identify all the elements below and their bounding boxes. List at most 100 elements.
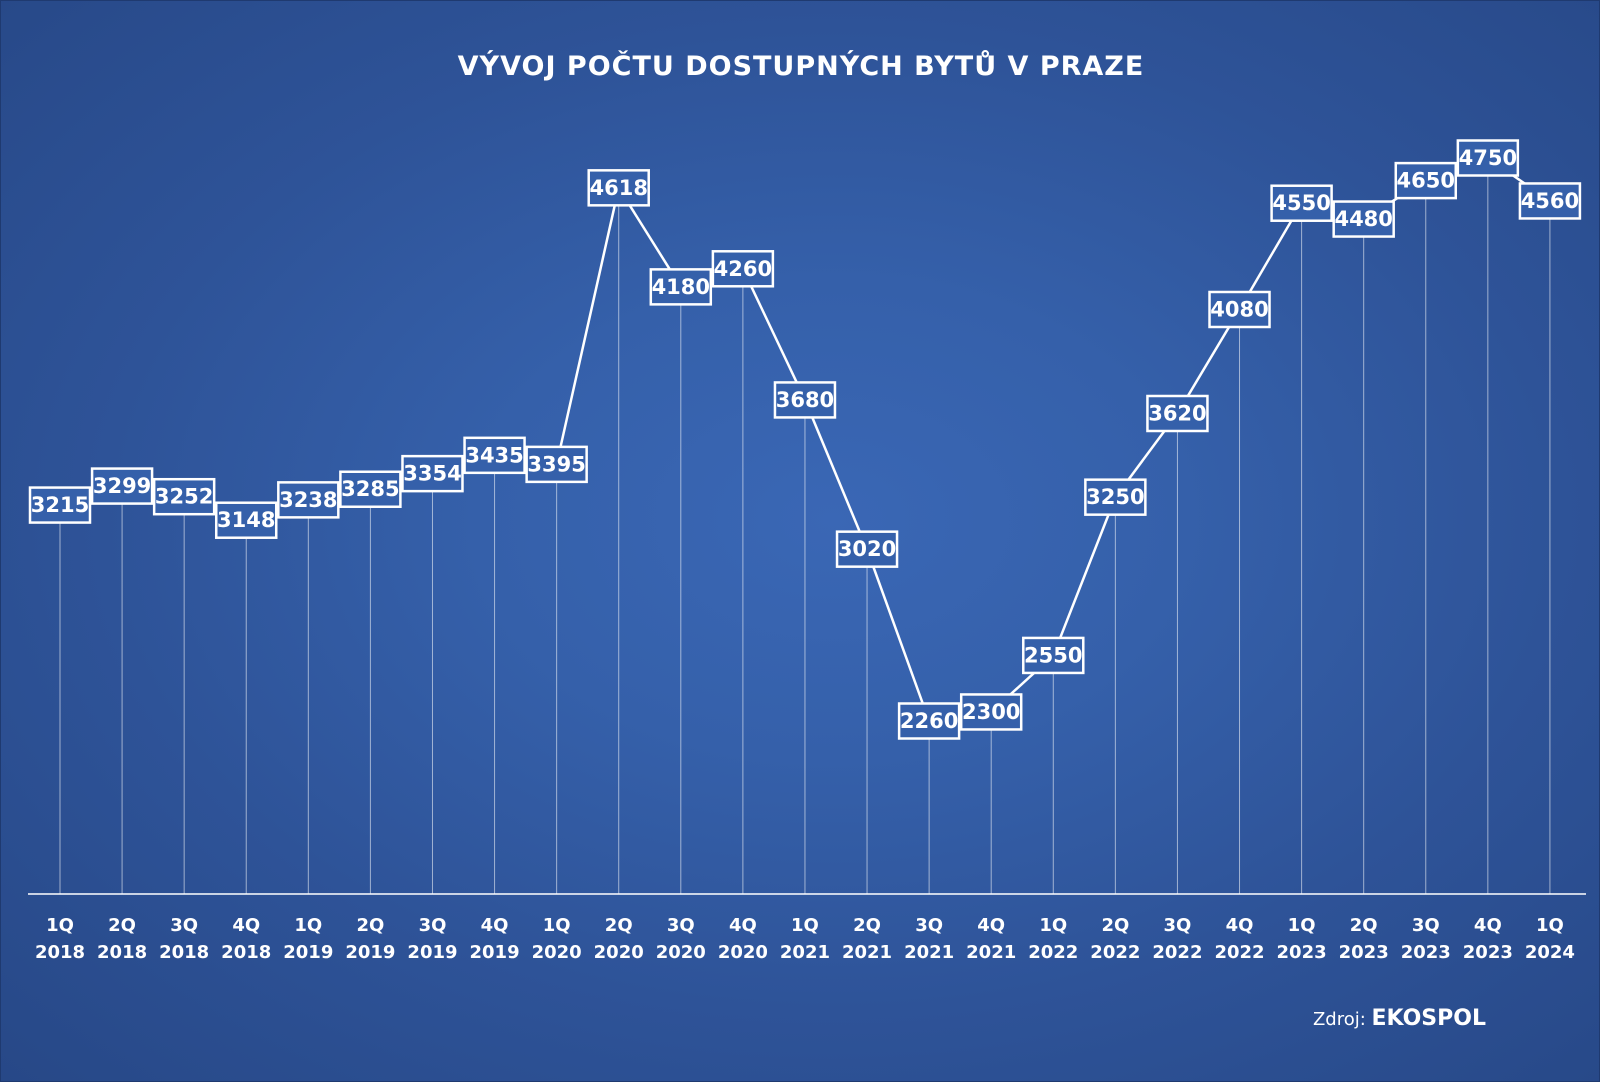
- data-label: 3252: [155, 485, 213, 509]
- x-tick-year: 2023: [1277, 942, 1327, 963]
- source-prefix: Zdroj:: [1312, 1009, 1366, 1030]
- data-label-box: [1022, 636, 1085, 675]
- data-label: 3395: [527, 452, 585, 476]
- data-label-box: [1518, 182, 1582, 220]
- x-tick-year: 2020: [656, 942, 706, 963]
- data-label: 4260: [714, 257, 772, 281]
- source-note: Zdroj: EKOSPOL: [1313, 1006, 1486, 1031]
- x-tick-label: 4Q: [729, 915, 757, 936]
- x-tick-year: 2018: [97, 942, 147, 963]
- x-tick-year: 2023: [1339, 942, 1389, 963]
- data-label-box: [1456, 139, 1520, 177]
- x-tick-label: 2Q: [853, 915, 881, 936]
- x-tick-year: 2018: [35, 942, 85, 963]
- x-tick-label: 4Q: [1226, 915, 1254, 936]
- data-label: 2260: [900, 709, 958, 733]
- data-label: 2300: [962, 700, 1020, 724]
- x-tick-group: 1Q 2018 2Q 2018 3Q 2018 4Q 2018 1Q 2019 2Q 2019 3Q 20…: [35, 915, 1575, 963]
- data-label: 3148: [217, 508, 275, 532]
- data-label-box: [1146, 394, 1209, 433]
- x-tick-year: 2023: [1463, 942, 1513, 963]
- x-tick-year: 2020: [594, 942, 644, 963]
- data-label: 4180: [652, 275, 710, 299]
- x-tick-year: 2022: [1152, 942, 1202, 963]
- x-tick-year: 2024: [1525, 942, 1575, 963]
- x-tick-year: 2022: [1090, 942, 1140, 963]
- data-label-box: [1332, 200, 1395, 238]
- x-tick-label: 3Q: [419, 915, 447, 936]
- x-tick-label: 1Q: [1288, 915, 1316, 936]
- data-label: 4480: [1334, 207, 1392, 231]
- data-label: 4618: [589, 176, 647, 200]
- data-label: 3299: [93, 474, 151, 498]
- data-label: 3680: [776, 388, 834, 412]
- x-tick-year: 2021: [780, 942, 830, 963]
- data-label: 4080: [1210, 297, 1268, 321]
- x-tick-year: 2019: [470, 942, 520, 963]
- data-label-box: [711, 250, 775, 288]
- x-tick-label: 1Q: [543, 915, 571, 936]
- data-label-box: [959, 693, 1023, 731]
- x-tick-label: 3Q: [1412, 915, 1440, 936]
- x-tick-year: 2020: [532, 942, 582, 963]
- x-tick-year: 2018: [159, 942, 209, 963]
- data-label-box: [90, 467, 154, 505]
- x-tick-year: 2021: [904, 942, 954, 963]
- x-tick-label: 3Q: [667, 915, 695, 936]
- x-tick-year: 2020: [718, 942, 768, 963]
- x-tick-label: 1Q: [46, 915, 74, 936]
- x-tick-label: 4Q: [481, 915, 509, 936]
- x-tick-label: 4Q: [232, 915, 260, 936]
- data-label-box: [339, 470, 402, 508]
- data-label-box: [1084, 478, 1147, 516]
- x-tick-label: 2Q: [605, 915, 633, 936]
- data-label: 3435: [465, 443, 523, 467]
- data-label: 4650: [1397, 169, 1455, 193]
- data-label-box: [214, 501, 278, 539]
- x-tick-year: 2019: [407, 942, 457, 963]
- data-label: 4750: [1459, 146, 1517, 170]
- data-label-box: [587, 169, 650, 207]
- chart-title: VÝVOJ POČTU DOSTUPNÝCH BYTŮ V PRAZE: [457, 51, 1145, 82]
- x-tick-label: 2Q: [356, 915, 384, 936]
- data-label-box: [1208, 290, 1271, 329]
- x-tick-year: 2021: [842, 942, 892, 963]
- data-label-box: [277, 481, 340, 519]
- x-tick-year: 2018: [221, 942, 271, 963]
- x-tick-label: 3Q: [170, 915, 198, 936]
- data-label-box: [525, 445, 588, 484]
- x-tick-year: 2021: [966, 942, 1016, 963]
- data-label-box: [649, 268, 713, 306]
- data-label: 4560: [1521, 189, 1579, 213]
- x-tick-year: 2022: [1214, 942, 1264, 963]
- data-label-box: [1394, 161, 1458, 200]
- x-tick-label: 1Q: [1536, 915, 1564, 936]
- x-tick-label: 1Q: [1039, 915, 1067, 936]
- data-label-box: [401, 454, 464, 493]
- x-tick-year: 2022: [1028, 942, 1078, 963]
- x-tick-label: 3Q: [1164, 915, 1192, 936]
- data-label: 3020: [838, 537, 896, 561]
- x-tick-label: 2Q: [1350, 915, 1378, 936]
- data-label: 3285: [341, 477, 399, 501]
- data-label: 3354: [403, 462, 461, 486]
- data-label: 3238: [279, 488, 337, 512]
- x-tick-label: 1Q: [791, 915, 819, 936]
- x-tick-year: 2023: [1401, 942, 1451, 963]
- source-name: EKOSPOL: [1371, 1006, 1486, 1031]
- data-label-box: [152, 477, 216, 516]
- x-tick-year: 2019: [345, 942, 395, 963]
- x-tick-year: 2019: [283, 942, 333, 963]
- data-label-box: [773, 381, 837, 419]
- x-tick-label: 2Q: [1101, 915, 1129, 936]
- data-label-box: [463, 436, 526, 475]
- drop-lines: [59, 158, 1551, 894]
- x-tick-label: 1Q: [294, 915, 322, 936]
- x-tick-label: 2Q: [108, 915, 136, 936]
- data-label-box: [1270, 184, 1333, 222]
- data-label: 4550: [1272, 191, 1330, 215]
- data-label: 3620: [1148, 401, 1206, 425]
- x-tick-label: 4Q: [1474, 915, 1502, 936]
